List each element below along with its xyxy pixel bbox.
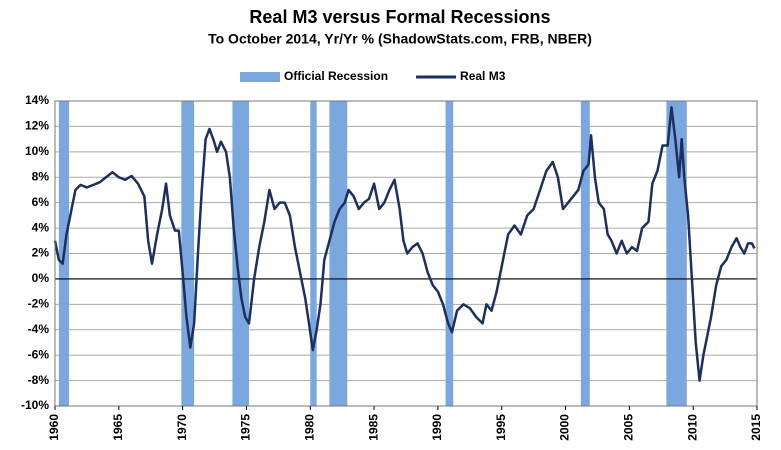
x-tick-label: 2000	[558, 414, 572, 441]
x-tick-label: 1990	[430, 414, 444, 441]
y-tick-label: 0%	[32, 271, 50, 285]
line	[53, 106, 756, 382]
chart-subtitle: To October 2014, Yr/Yr % (ShadowStats.co…	[208, 31, 592, 47]
y-tick-label: 2%	[32, 246, 50, 260]
recession-band	[310, 101, 317, 406]
y-tick-label: -8%	[28, 373, 50, 387]
y-tick-label: 8%	[32, 169, 50, 183]
y-tick-label: 14%	[25, 93, 49, 107]
recession-band	[232, 101, 250, 406]
chart-title: Real M3 versus Formal Recessions	[249, 7, 550, 27]
recession-band	[580, 101, 590, 406]
x-tick-label: 1975	[239, 414, 253, 441]
x-tick-label: 1970	[175, 414, 189, 441]
x-tick-label: 1995	[494, 414, 508, 441]
y-tick-label: 4%	[32, 220, 50, 234]
x-tick-label: 2015	[749, 414, 763, 441]
y-tick-label: 10%	[25, 144, 49, 158]
x-tick-label: 1980	[302, 414, 316, 441]
y-tick-label: -6%	[28, 347, 50, 361]
y-tick-label: -10%	[21, 398, 49, 412]
recession-band	[666, 101, 687, 406]
x-tick-label: 2010	[685, 414, 699, 441]
legend-label: Real M3	[460, 69, 506, 83]
recession-band	[329, 101, 348, 406]
legend-swatch	[240, 72, 280, 82]
x-tick-label: 1960	[47, 414, 61, 441]
y-tick-label: 12%	[25, 119, 49, 133]
legend-label: Official Recession	[284, 69, 388, 83]
recession-band	[181, 101, 195, 406]
y-tick-label: -4%	[28, 322, 50, 336]
y-tick-label: -2%	[28, 297, 50, 311]
x-tick-label: 1985	[366, 414, 380, 441]
x-tick-label: 1965	[111, 414, 125, 441]
y-tick-label: 6%	[32, 195, 50, 209]
x-tick-label: 2005	[622, 414, 636, 441]
recession-band	[445, 101, 454, 406]
plot-frame	[54, 100, 758, 407]
